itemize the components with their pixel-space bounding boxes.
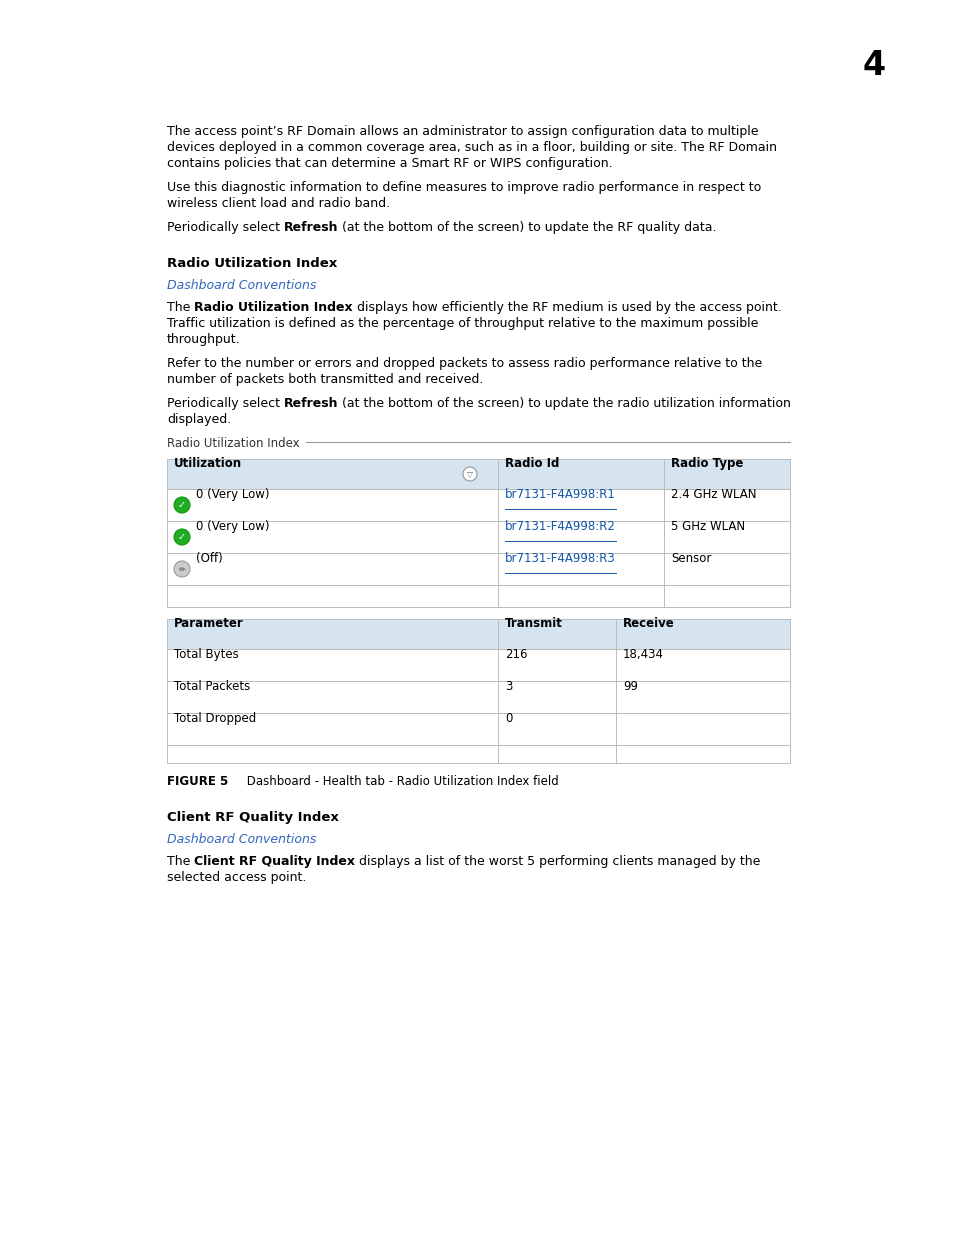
Text: Refresh: Refresh <box>284 221 338 233</box>
Text: number of packets both transmitted and received.: number of packets both transmitted and r… <box>167 373 483 387</box>
Text: Dashboard Conventions: Dashboard Conventions <box>167 279 316 291</box>
Text: The: The <box>167 855 194 868</box>
Text: br7131-F4A998:R1: br7131-F4A998:R1 <box>504 488 616 501</box>
Text: Radio Id: Radio Id <box>504 457 558 471</box>
Text: 3: 3 <box>504 680 512 693</box>
Bar <box>167 585 789 606</box>
Text: Total Dropped: Total Dropped <box>173 713 256 725</box>
Text: (Off): (Off) <box>195 552 222 564</box>
Text: wireless client load and radio band.: wireless client load and radio band. <box>167 198 390 210</box>
Text: br7131-F4A998:R2: br7131-F4A998:R2 <box>504 520 616 534</box>
Text: Dashboard Conventions: Dashboard Conventions <box>167 832 316 846</box>
Text: Client RF Quality Index: Client RF Quality Index <box>194 855 355 868</box>
Text: Dashboard - Health tab - Radio Utilization Index field: Dashboard - Health tab - Radio Utilizati… <box>228 776 558 788</box>
Text: Traffic utilization is defined as the percentage of throughput relative to the m: Traffic utilization is defined as the pe… <box>167 317 758 330</box>
Text: displays how efficiently the RF medium is used by the access point.: displays how efficiently the RF medium i… <box>353 301 781 314</box>
Text: Radio Utilization Index: Radio Utilization Index <box>167 257 337 270</box>
Text: displays a list of the worst 5 performing clients managed by the: displays a list of the worst 5 performin… <box>355 855 760 868</box>
Bar <box>167 745 789 763</box>
Text: Sensor: Sensor <box>670 552 711 564</box>
Text: 2.4 GHz WLAN: 2.4 GHz WLAN <box>670 488 756 501</box>
Text: devices deployed in a common coverage area, such as in a floor, building or site: devices deployed in a common coverage ar… <box>167 141 776 154</box>
Text: displayed.: displayed. <box>167 412 231 426</box>
Text: ▽: ▽ <box>467 469 473 478</box>
Text: Receive: Receive <box>622 618 674 630</box>
Text: 216: 216 <box>504 648 527 661</box>
Text: 5 GHz WLAN: 5 GHz WLAN <box>670 520 744 534</box>
Text: Refer to the number or errors and dropped packets to assess radio performance re: Refer to the number or errors and droppe… <box>167 357 761 370</box>
Text: FIGURE 5: FIGURE 5 <box>167 776 228 788</box>
Text: (at the bottom of the screen) to update the radio utilization information: (at the bottom of the screen) to update … <box>338 396 791 410</box>
Text: Client RF Quality Index: Client RF Quality Index <box>167 811 338 824</box>
Circle shape <box>173 529 190 545</box>
Text: contains policies that can determine a Smart RF or WIPS configuration.: contains policies that can determine a S… <box>167 157 612 170</box>
Text: (at the bottom of the screen) to update the RF quality data.: (at the bottom of the screen) to update … <box>338 221 717 233</box>
Text: 0: 0 <box>504 713 512 725</box>
Text: Refresh: Refresh <box>284 396 338 410</box>
Text: selected access point.: selected access point. <box>167 871 306 884</box>
Text: throughput.: throughput. <box>167 333 240 346</box>
Text: 18,434: 18,434 <box>622 648 663 661</box>
Text: Transmit: Transmit <box>504 618 562 630</box>
Text: Radio Utilization Index: Radio Utilization Index <box>167 437 299 450</box>
Text: br7131-F4A998:R3: br7131-F4A998:R3 <box>504 552 615 564</box>
Text: ✓: ✓ <box>178 532 186 542</box>
Bar <box>167 489 789 521</box>
Text: Radio Type: Radio Type <box>670 457 742 471</box>
Text: 99: 99 <box>622 680 638 693</box>
Text: Use this diagnostic information to define measures to improve radio performance : Use this diagnostic information to defin… <box>167 182 760 194</box>
Text: Radio Utilization Index: Radio Utilization Index <box>194 301 353 314</box>
Text: ✓: ✓ <box>178 500 186 510</box>
Text: ✏: ✏ <box>178 564 185 573</box>
Text: Periodically select: Periodically select <box>167 396 284 410</box>
Text: 0 (Very Low): 0 (Very Low) <box>195 520 269 534</box>
Bar <box>167 619 789 650</box>
Bar <box>167 713 789 745</box>
Bar <box>167 459 789 489</box>
Text: Periodically select: Periodically select <box>167 221 284 233</box>
Text: The access point’s RF Domain allows an administrator to assign configuration dat: The access point’s RF Domain allows an a… <box>167 125 758 138</box>
Bar <box>167 680 789 713</box>
Circle shape <box>173 561 190 577</box>
Text: 4: 4 <box>862 49 885 82</box>
Text: 0 (Very Low): 0 (Very Low) <box>195 488 269 501</box>
Bar <box>167 553 789 585</box>
Circle shape <box>462 467 476 480</box>
Text: Parameter: Parameter <box>173 618 244 630</box>
Text: Total Bytes: Total Bytes <box>173 648 238 661</box>
Text: Total Packets: Total Packets <box>173 680 250 693</box>
Text: The: The <box>167 301 194 314</box>
Circle shape <box>173 496 190 513</box>
Text: Utilization: Utilization <box>173 457 242 471</box>
Bar <box>167 650 789 680</box>
Bar <box>167 521 789 553</box>
